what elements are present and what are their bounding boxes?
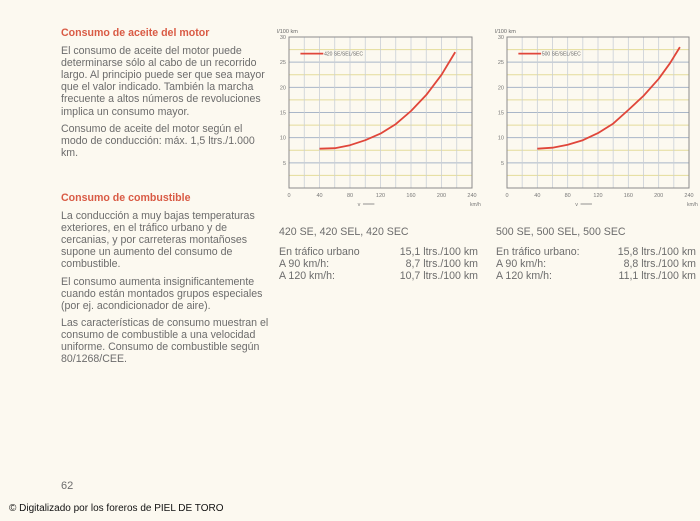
chart-420: l/100 km 30 5 10 15 20 25 0 40 80 120 160 200 240 v km/… [272, 24, 487, 214]
spec-row: A 120 km/h: 11,1 ltrs./100 km [496, 270, 696, 282]
y-tick-label: 15 [280, 111, 286, 117]
x-tick-label: 80 [347, 193, 353, 199]
x-axis-label: v [358, 202, 361, 208]
x-tick-label: 200 [654, 193, 663, 199]
legend-label: 420 SE/SEL/SEC [324, 52, 363, 58]
chart-500: l/100 km 30 5 10 15 20 25 0 40 80 120 160 200 240 v km/… [490, 24, 700, 214]
spec-row: En tráfico urbano 15,1 ltrs./100 km [279, 246, 478, 258]
series-line [319, 51, 456, 150]
spec-row: En tráfico urbano: 15,8 ltrs./100 km [496, 246, 696, 258]
x-tick-label: 120 [376, 193, 385, 199]
spec-value: 8,8 ltrs./100 km [623, 258, 696, 270]
oil-consumption-section: Consumo de aceite del motor El consumo d… [61, 27, 271, 164]
y-tick-label: 20 [280, 85, 286, 91]
x-tick-label: 120 [593, 193, 602, 199]
paragraph: Consumo de aceite del motor según el mod… [61, 122, 255, 159]
spec-label: En tráfico urbano [279, 246, 360, 258]
specs-title: 500 SE, 500 SEL, 500 SEC [496, 226, 626, 238]
page-number: 62 [61, 480, 74, 492]
series-line [537, 46, 681, 150]
spec-value: 15,1 ltrs./100 km [399, 246, 478, 258]
y-tick-label: 25 [498, 60, 504, 66]
spec-value: 15,8 ltrs./100 km [617, 246, 696, 258]
spec-label: En tráfico urbano: [496, 246, 580, 258]
y-tick-label: 20 [498, 85, 504, 91]
x-tick-label: 80 [565, 193, 571, 199]
spec-label: A 90 km/h: [496, 258, 547, 270]
y-tick-label: 30 [280, 35, 286, 41]
x-tick-label: 240 [684, 193, 693, 199]
paragraph: La conducción a muy bajas temperaturas e… [61, 210, 255, 271]
y-axis-label: l/100 km [495, 29, 516, 35]
paragraph: Las características de consumo muestran … [61, 316, 269, 366]
spec-value: 10,7 ltrs./100 km [399, 270, 478, 282]
spec-row: A 120 km/h: 10,7 ltrs./100 km [279, 270, 478, 282]
spec-row: A 90 km/h: 8,7 ltrs./100 km [279, 258, 478, 270]
spec-label: A 120 km/h: [496, 270, 552, 282]
spec-label: A 120 km/h: [279, 270, 335, 282]
x-tick-label: 240 [467, 193, 476, 199]
x-tick-label: 0 [287, 193, 290, 199]
x-axis-unit: km/h [687, 202, 698, 208]
x-axis-label: v [575, 202, 578, 208]
spec-label: A 90 km/h: [279, 258, 330, 270]
x-tick-label: 40 [316, 193, 322, 199]
specs-500: 500 SE, 500 SEL, 500 SEC En tráfico urba… [496, 226, 696, 282]
y-tick-label: 5 [501, 161, 504, 167]
y-tick-label: 25 [280, 60, 286, 66]
plot-frame [288, 36, 473, 189]
y-tick-label: 15 [498, 111, 504, 117]
y-tick-label: 10 [280, 136, 286, 142]
x-tick-label: 40 [534, 193, 540, 199]
spec-value: 8,7 ltrs./100 km [405, 258, 478, 270]
y-tick-label: 5 [283, 161, 286, 167]
y-tick-label: 10 [498, 136, 504, 142]
y-tick-label: 30 [498, 35, 504, 41]
paragraph: El consumo aumenta insignificantemente c… [61, 275, 263, 312]
section-heading: Consumo de combustible [61, 192, 191, 204]
x-tick-label: 160 [624, 193, 633, 199]
specs-title: 420 SE, 420 SEL, 420 SEC [279, 226, 409, 238]
y-axis-label: l/100 km [277, 29, 298, 35]
section-heading: Consumo de aceite del motor [61, 27, 210, 39]
x-axis-unit: km/h [470, 202, 481, 208]
credit-text: © Digitalizado por los foreros de PIEL D… [9, 503, 224, 514]
x-tick-label: 200 [437, 193, 446, 199]
spec-value: 11,1 ltrs./100 km [618, 270, 696, 282]
x-tick-label: 160 [406, 193, 415, 199]
specs-420: 420 SE, 420 SEL, 420 SEC En tráfico urba… [279, 226, 478, 282]
paragraph: El consumo de aceite del motor puede det… [61, 45, 265, 118]
legend-label: 500 SE/SEL/SEC [542, 52, 581, 58]
plot-frame [506, 36, 690, 189]
x-tick-label: 0 [505, 193, 508, 199]
fuel-consumption-section: Consumo de combustible La conducción a m… [61, 192, 271, 370]
spec-row: A 90 km/h: 8,8 ltrs./100 km [496, 258, 696, 270]
